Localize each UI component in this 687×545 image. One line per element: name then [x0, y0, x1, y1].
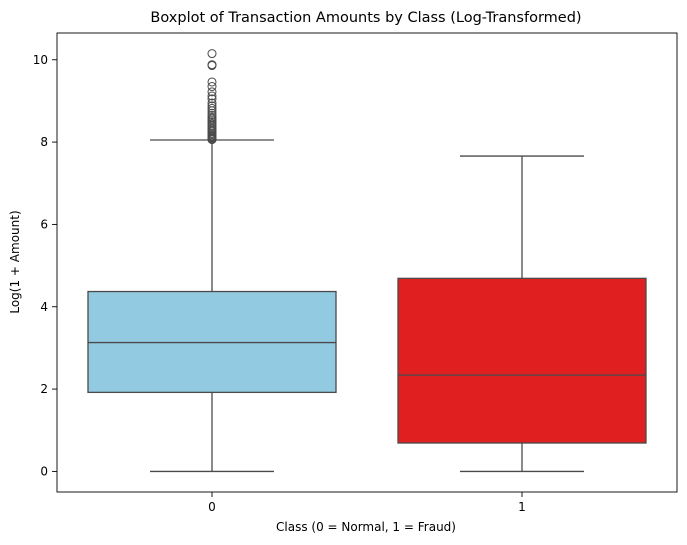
box-group: [87, 49, 647, 473]
y-axis-label: Log(1 + Amount): [8, 210, 22, 313]
y-tick-label: 0: [40, 464, 48, 478]
outlier-point: [207, 60, 217, 70]
outlier-point: [207, 49, 217, 59]
y-tick-label: 2: [40, 382, 48, 396]
y-axis-ticks: 0 2 4 6 8 10: [33, 53, 57, 478]
box-class-1: [397, 155, 647, 473]
chart-title: Boxplot of Transaction Amounts by Class …: [150, 10, 581, 26]
x-tick-label: 1: [518, 500, 526, 514]
outlier-point: [207, 98, 217, 108]
iqr-box: [397, 277, 647, 444]
x-tick-label: 0: [208, 500, 216, 514]
outlier-point: [207, 103, 217, 113]
outlier-point: [207, 108, 217, 118]
y-tick-label: 6: [40, 217, 48, 231]
x-axis-label: Class (0 = Normal, 1 = Fraud): [276, 520, 456, 534]
y-tick-label: 10: [33, 53, 48, 67]
outlier-point: [207, 77, 217, 87]
outlier-point: [207, 94, 217, 104]
outlier-point: [207, 101, 217, 111]
y-tick-label: 4: [40, 300, 48, 314]
y-tick-label: 8: [40, 135, 48, 149]
box-class-0: [87, 49, 337, 473]
outlier-point: [207, 82, 217, 92]
outlier-point: [207, 91, 217, 101]
outlier-point: [207, 87, 217, 97]
plot-area-frame: [56, 32, 678, 493]
